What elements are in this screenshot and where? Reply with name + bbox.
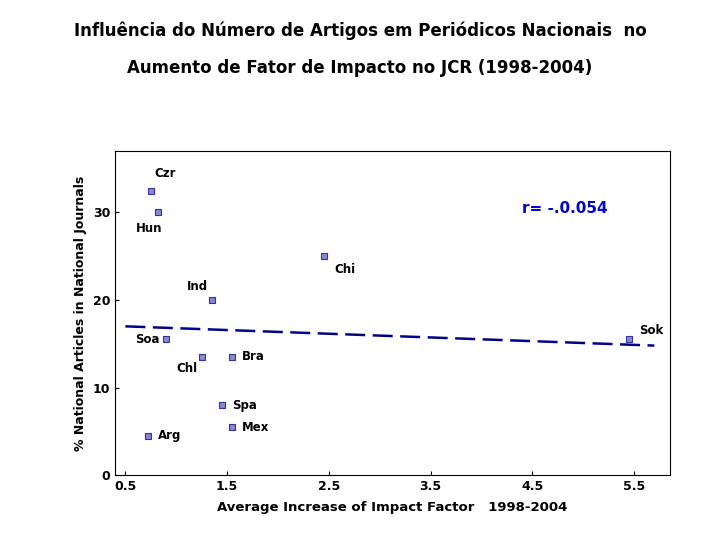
Point <box>623 335 634 344</box>
Point <box>206 296 217 305</box>
Text: r= -.0.054: r= -.0.054 <box>522 201 608 215</box>
Text: Chi: Chi <box>334 263 355 276</box>
Point <box>226 423 238 431</box>
Text: Mex: Mex <box>243 421 270 434</box>
Y-axis label: % National Articles in National Journals: % National Articles in National Journals <box>74 176 87 451</box>
Text: Soa: Soa <box>135 333 160 346</box>
Text: Chl: Chl <box>176 362 197 375</box>
X-axis label: Average Increase of Impact Factor   1998-2004: Average Increase of Impact Factor 1998-2… <box>217 502 567 515</box>
Text: Spa: Spa <box>232 399 257 411</box>
Point <box>142 431 153 440</box>
Text: Czr: Czr <box>155 167 176 180</box>
Text: Hun: Hun <box>135 222 162 235</box>
Point <box>226 353 238 361</box>
Text: Bra: Bra <box>243 350 265 363</box>
Text: Aumento de Fator de Impacto no JCR (1998-2004): Aumento de Fator de Impacto no JCR (1998… <box>127 59 593 77</box>
Point <box>216 401 228 409</box>
Point <box>196 353 207 361</box>
Point <box>161 335 172 344</box>
Text: Influência do Número de Artigos em Periódicos Nacionais  no: Influência do Número de Artigos em Perió… <box>73 22 647 40</box>
Text: Ind: Ind <box>186 280 207 293</box>
Point <box>145 186 156 195</box>
Text: Arg: Arg <box>158 429 181 442</box>
Text: Sok: Sok <box>639 324 663 337</box>
Point <box>152 208 163 217</box>
Point <box>318 252 330 261</box>
